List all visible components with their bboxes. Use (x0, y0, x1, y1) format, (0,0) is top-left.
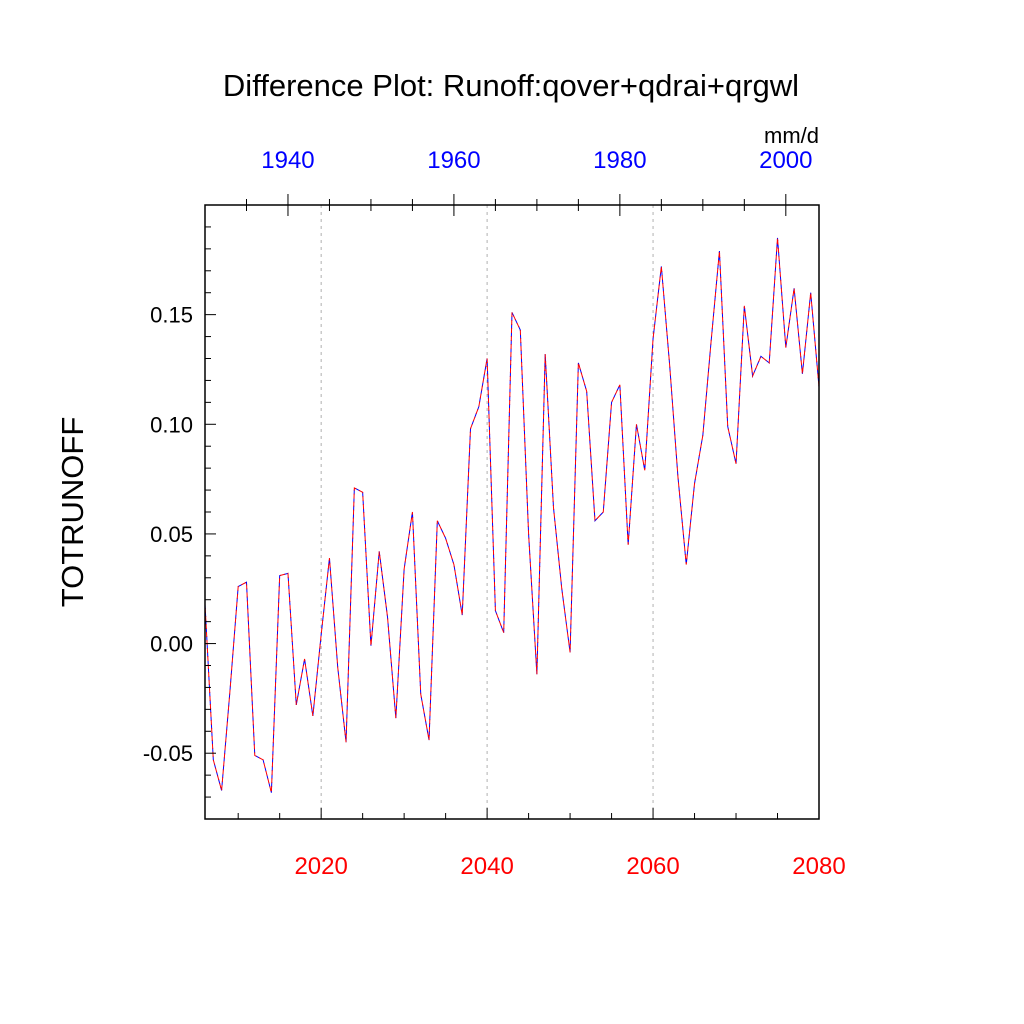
x-bottom-tick-label: 2080 (792, 853, 845, 880)
x-top-tick-label: 1980 (593, 147, 646, 174)
x-top-tick-label: 1960 (427, 147, 480, 174)
tick-label-layer: -0.05 0.00 0.05 0.10 0.15 2020 2040 2060 2080 194… (143, 147, 846, 880)
grid-layer (320, 205, 654, 819)
units-label: mm/d (764, 123, 819, 148)
y-axis-label: TOTRUNOFF (55, 417, 90, 608)
x-bottom-tick-label: 2040 (460, 853, 513, 880)
y-tick-label: -0.05 (143, 741, 193, 766)
x-top-tick-label: 1940 (261, 147, 314, 174)
series-layer (204, 237, 820, 793)
y-tick-label: 0.10 (150, 412, 193, 437)
x-bottom-tick-label: 2020 (294, 853, 347, 880)
x-top-tick-label: 2000 (759, 147, 812, 174)
y-tick-label: 0.05 (150, 522, 193, 547)
series-line-2 (204, 237, 820, 793)
y-tick-label: 0.00 (150, 632, 193, 657)
x-bottom-tick-label: 2060 (626, 853, 679, 880)
tick-layer (205, 194, 820, 820)
chart-title: Difference Plot: Runoff:qover+qdrai+qrgw… (223, 68, 799, 103)
y-tick-label: 0.15 (150, 303, 193, 328)
